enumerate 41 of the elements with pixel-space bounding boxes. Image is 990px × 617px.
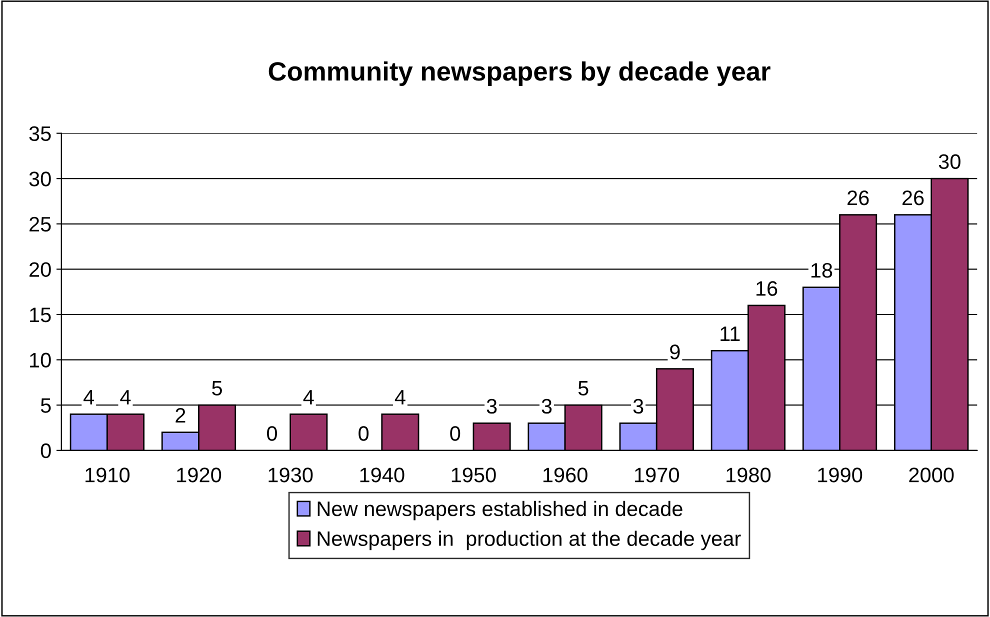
data-label: 5	[212, 381, 222, 396]
data-label: 11	[720, 326, 740, 341]
x-tick-label: 1930	[268, 468, 313, 482]
data-label: 0	[358, 426, 369, 441]
data-label: 4	[394, 390, 406, 404]
x-tick-label: 1990	[818, 468, 862, 482]
data-label: 2	[176, 408, 186, 423]
y-tick-label: 35	[29, 126, 51, 142]
data-label: 4	[84, 390, 94, 404]
data-label: 9	[670, 344, 680, 360]
data-label: 5	[578, 381, 588, 396]
data-label: 3	[633, 398, 644, 414]
data-label: 18	[811, 263, 832, 278]
legend-label: New newspapers established in decade	[318, 500, 682, 520]
y-tick-label: 5	[40, 398, 51, 413]
x-tick-label: 2000	[909, 468, 954, 482]
chart-title: Community newspapers by decade year	[268, 61, 770, 86]
data-label: 4	[303, 390, 314, 404]
data-label: 26	[848, 190, 869, 206]
y-tick-label: 15	[30, 308, 51, 322]
y-tick-label: 30	[29, 172, 51, 186]
y-tick-label: 25	[30, 216, 51, 232]
data-label: 0	[267, 426, 277, 441]
x-tick-label: 1920	[177, 468, 222, 482]
data-label: 26	[902, 190, 924, 206]
x-tick-label: 1970	[635, 468, 679, 482]
data-label: 0	[450, 426, 460, 441]
data-label: 3	[542, 398, 552, 414]
data-label: 4	[120, 390, 131, 404]
data-label: 30	[938, 154, 960, 170]
x-tick-label: 1940	[360, 468, 404, 482]
y-tick-label: 20	[30, 262, 51, 277]
data-label: 3	[486, 398, 497, 414]
data-label: 16	[756, 281, 778, 296]
y-tick-label: 10	[30, 352, 51, 368]
x-tick-label: 1980	[726, 468, 771, 482]
y-tick-label: 0	[40, 443, 51, 458]
x-tick-label: 1950	[452, 468, 496, 482]
x-tick-label: 1910	[86, 468, 130, 482]
x-tick-label: 1960	[543, 468, 588, 482]
legend-label: Newspapers in production at the decade year	[318, 530, 741, 550]
